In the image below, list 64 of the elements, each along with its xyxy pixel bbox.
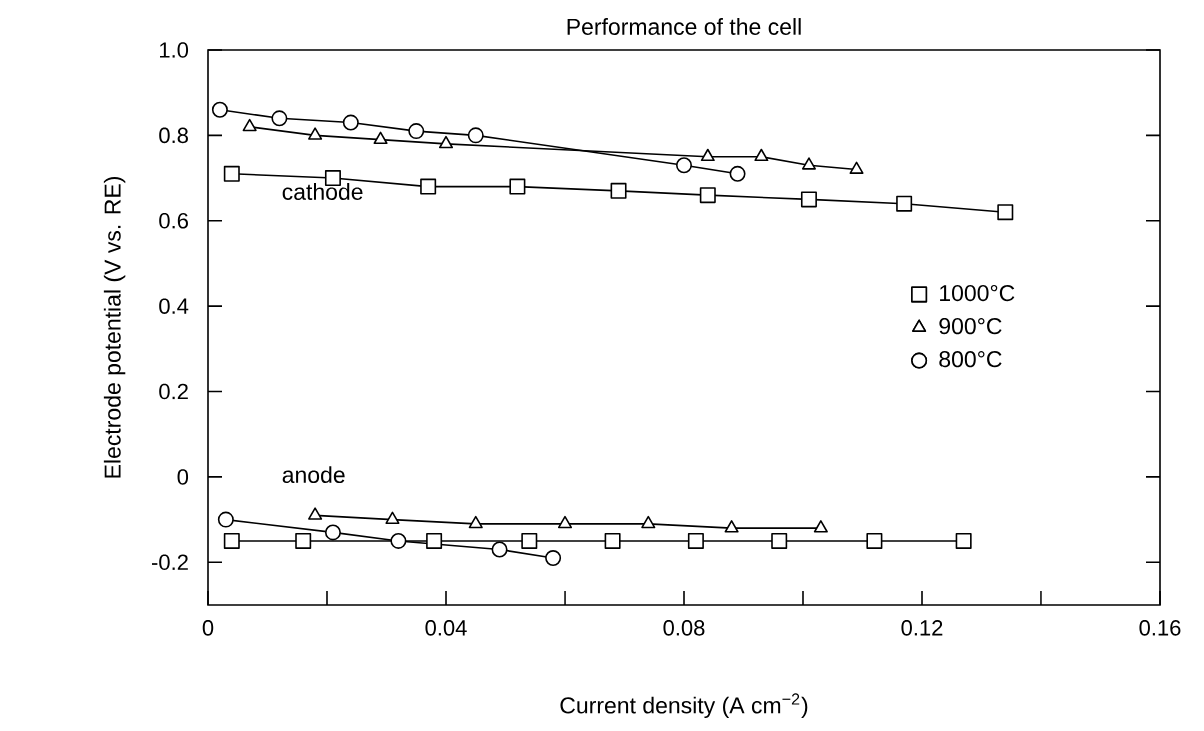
point <box>342 114 359 131</box>
point <box>373 131 388 145</box>
point <box>438 135 454 149</box>
y-tick-label: 0.4 <box>159 298 189 314</box>
point <box>408 123 425 140</box>
point <box>223 532 240 549</box>
point <box>896 195 913 212</box>
point <box>468 515 483 529</box>
point <box>997 204 1014 221</box>
x-axis-title: Current density (A cm$^{−2}$) <box>560 693 808 719</box>
y-tick-label: 0.8 <box>159 127 188 144</box>
x-tick-label: 0 <box>202 620 214 636</box>
point <box>385 511 400 525</box>
x-tick-label: 0.04 <box>425 620 467 636</box>
point <box>687 532 704 549</box>
legend-label: 900°C <box>939 317 1002 335</box>
point <box>324 524 341 541</box>
point <box>426 532 443 549</box>
point <box>813 520 828 533</box>
point <box>866 532 883 549</box>
point <box>223 165 240 182</box>
chart-title: Performance of the cell <box>567 18 801 35</box>
point <box>467 127 484 144</box>
point <box>699 187 716 204</box>
point <box>800 191 817 208</box>
point <box>491 541 508 558</box>
point <box>801 157 816 170</box>
point <box>295 532 312 549</box>
point <box>604 532 621 549</box>
point <box>217 511 234 528</box>
legend-label: 1000°C <box>940 284 1015 302</box>
x-tick-label: 0.08 <box>663 620 705 636</box>
point <box>849 161 864 174</box>
annotation: anode <box>282 466 345 483</box>
annotation: cathode <box>282 183 363 200</box>
x-tick-label: 0.12 <box>901 620 943 636</box>
point <box>557 515 573 529</box>
point <box>242 118 257 132</box>
y-tick-label: 0.6 <box>159 212 188 229</box>
point <box>700 148 715 162</box>
point <box>308 507 323 520</box>
y-tick-label: 1.0 <box>160 42 189 58</box>
point <box>308 127 323 140</box>
y-tick-label: 0.2 <box>159 383 188 400</box>
point <box>420 178 437 195</box>
legend-label: 800°C <box>939 351 1002 368</box>
y-tick-label: -0.2 <box>152 554 188 571</box>
point <box>610 182 627 199</box>
point <box>390 532 407 549</box>
point <box>771 532 788 549</box>
point <box>521 532 538 549</box>
y-tick-label: 0 <box>177 469 189 485</box>
point <box>676 157 692 174</box>
point <box>724 520 739 533</box>
point <box>754 148 769 162</box>
point <box>641 515 656 529</box>
point <box>509 178 526 195</box>
y-axis-title: Electrode potential (V vs. RE) <box>103 177 126 478</box>
point <box>545 550 562 567</box>
point <box>271 110 288 127</box>
point <box>729 165 746 182</box>
point <box>955 532 972 549</box>
point <box>211 101 228 118</box>
x-tick-label: 0.16 <box>1139 620 1181 636</box>
